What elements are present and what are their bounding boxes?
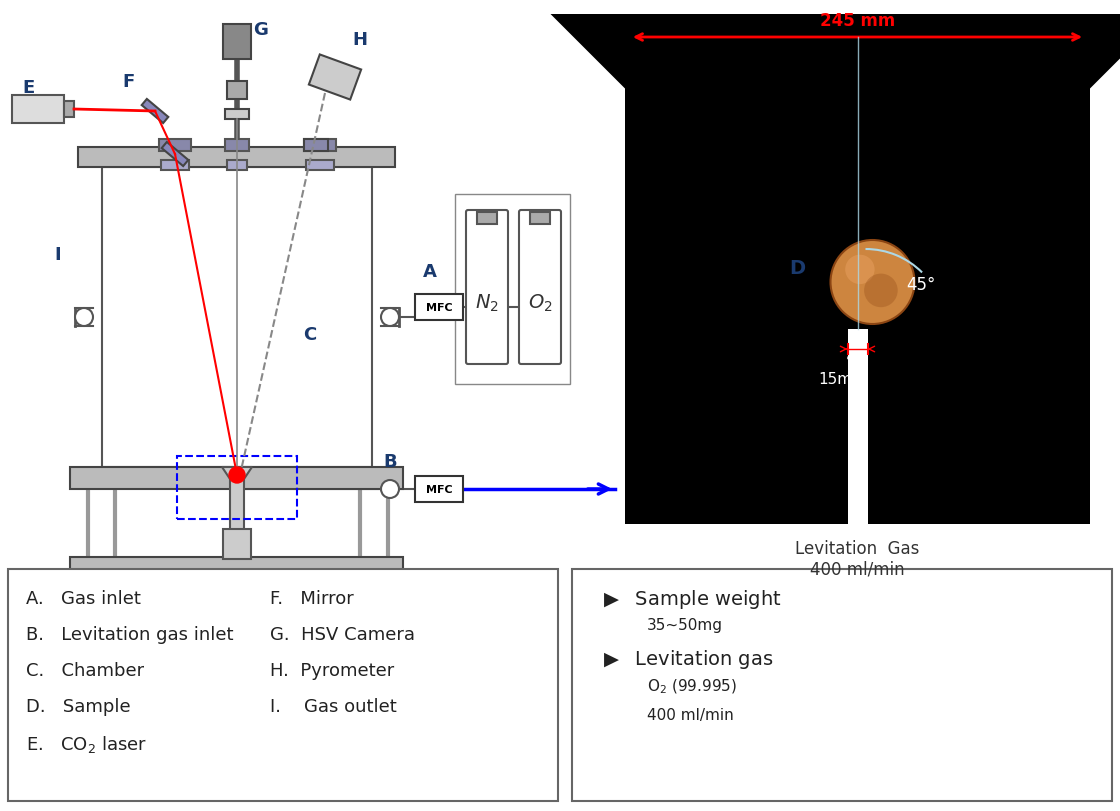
Polygon shape (551, 15, 1090, 329)
Text: MFC: MFC (426, 303, 452, 312)
Text: 45°: 45° (906, 276, 935, 294)
FancyBboxPatch shape (230, 479, 244, 554)
Text: O$_2$ (99.995): O$_2$ (99.995) (647, 677, 737, 696)
Text: B.   Levitation gas inlet: B. Levitation gas inlet (26, 625, 233, 643)
FancyBboxPatch shape (161, 161, 189, 171)
Text: A: A (423, 263, 437, 281)
Circle shape (228, 467, 245, 483)
FancyBboxPatch shape (416, 294, 463, 320)
Circle shape (75, 309, 93, 327)
Circle shape (846, 255, 875, 285)
FancyBboxPatch shape (572, 569, 1112, 801)
FancyBboxPatch shape (416, 476, 463, 502)
Text: I.    Gas outlet: I. Gas outlet (270, 697, 396, 715)
FancyBboxPatch shape (530, 212, 550, 225)
Text: $\blacktriangleright$  Levitation gas: $\blacktriangleright$ Levitation gas (600, 647, 774, 670)
FancyBboxPatch shape (64, 102, 74, 118)
Circle shape (381, 309, 399, 327)
FancyBboxPatch shape (848, 329, 868, 525)
Polygon shape (309, 55, 361, 101)
Text: F.   Mirror: F. Mirror (270, 590, 354, 607)
Text: E: E (22, 79, 34, 97)
Text: 400 ml/min: 400 ml/min (647, 707, 734, 722)
Circle shape (831, 241, 915, 324)
FancyBboxPatch shape (12, 96, 64, 124)
FancyBboxPatch shape (304, 139, 328, 152)
Polygon shape (625, 15, 1120, 329)
Polygon shape (142, 100, 168, 124)
FancyBboxPatch shape (159, 139, 192, 152)
Polygon shape (69, 467, 403, 489)
Text: D.   Sample: D. Sample (26, 697, 131, 715)
Text: $\blacktriangleright$  Sample weight: $\blacktriangleright$ Sample weight (600, 587, 782, 610)
FancyBboxPatch shape (8, 569, 558, 801)
Text: F: F (122, 73, 134, 91)
Polygon shape (78, 148, 395, 168)
Text: H.  Pyrometer: H. Pyrometer (270, 661, 394, 679)
Text: G: G (253, 21, 269, 39)
Text: $N_2$: $N_2$ (475, 292, 498, 313)
FancyBboxPatch shape (223, 25, 251, 60)
FancyBboxPatch shape (625, 329, 848, 525)
FancyBboxPatch shape (304, 139, 336, 152)
FancyBboxPatch shape (519, 211, 561, 365)
Text: H: H (353, 31, 367, 49)
Polygon shape (222, 467, 252, 479)
Circle shape (381, 480, 399, 499)
Text: C: C (304, 325, 317, 344)
Circle shape (865, 274, 898, 308)
Polygon shape (69, 557, 403, 573)
FancyBboxPatch shape (223, 530, 251, 560)
Text: 15mm: 15mm (818, 372, 867, 387)
FancyBboxPatch shape (227, 82, 248, 100)
Text: 35~50mg: 35~50mg (647, 617, 724, 633)
Text: C.   Chamber: C. Chamber (26, 661, 144, 679)
Text: G.  HSV Camera: G. HSV Camera (270, 625, 416, 643)
FancyBboxPatch shape (225, 109, 249, 120)
Text: 245 mm: 245 mm (820, 12, 895, 30)
Text: A.   Gas inlet: A. Gas inlet (26, 590, 141, 607)
Text: I: I (55, 246, 62, 264)
Text: B: B (383, 453, 396, 470)
FancyBboxPatch shape (225, 139, 249, 152)
FancyBboxPatch shape (466, 211, 508, 365)
Text: D: D (790, 258, 805, 277)
Text: E.   CO$_2$ laser: E. CO$_2$ laser (26, 733, 147, 754)
Text: $O_2$: $O_2$ (528, 292, 552, 313)
FancyBboxPatch shape (868, 329, 1090, 525)
Text: Levitation  Gas
400 ml/min: Levitation Gas 400 ml/min (795, 539, 920, 578)
Text: MFC: MFC (426, 484, 452, 495)
FancyBboxPatch shape (227, 161, 248, 171)
FancyBboxPatch shape (306, 161, 334, 171)
FancyBboxPatch shape (477, 212, 497, 225)
Polygon shape (161, 143, 188, 167)
FancyBboxPatch shape (625, 15, 1090, 525)
